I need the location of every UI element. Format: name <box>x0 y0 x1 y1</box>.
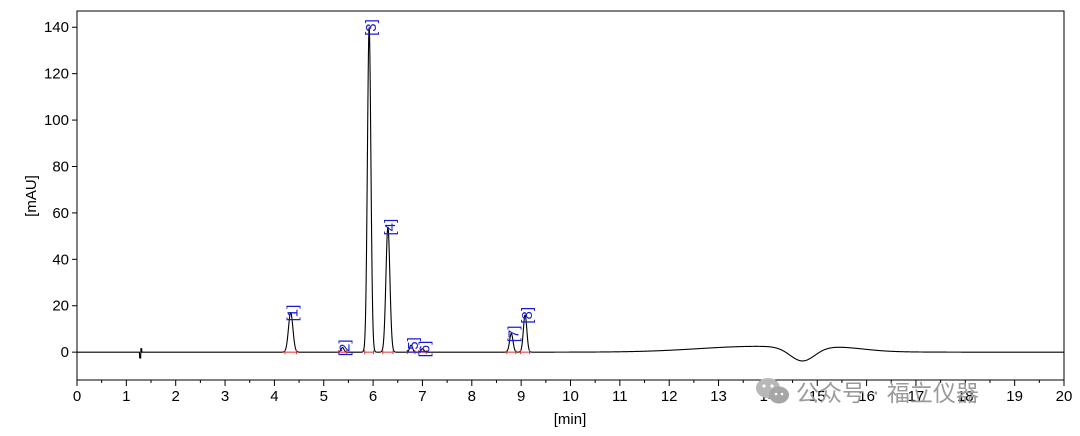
x-tick-label: 8 <box>468 388 476 405</box>
wechat-icon <box>756 378 789 404</box>
x-tick-label: 18 <box>957 388 974 405</box>
peak-label: [7] <box>505 326 522 343</box>
x-tick-label: 0 <box>73 388 81 405</box>
peak-label: [8] <box>519 307 536 324</box>
y-tick-label: 60 <box>52 205 69 222</box>
y-tick-label: 140 <box>44 19 69 36</box>
y-axis-title: [mAU] <box>23 175 40 217</box>
chromatogram-trace <box>77 27 1064 362</box>
x-tick-label: 1 <box>122 388 130 405</box>
y-tick-label: 0 <box>61 344 69 361</box>
y-tick-label: 100 <box>44 112 69 129</box>
x-tick-label: 16 <box>858 388 875 405</box>
x-tick-label: 13 <box>710 388 727 405</box>
peak-label: [1] <box>285 305 302 322</box>
x-tick-label: 6 <box>369 388 377 405</box>
x-tick-label: 12 <box>661 388 678 405</box>
x-tick-label: 10 <box>562 388 579 405</box>
x-tick-label: 11 <box>612 388 628 405</box>
y-axis-ticks: 0 20 40 60 80 100 120 140 <box>44 19 77 361</box>
peak-label: [3] <box>363 19 380 36</box>
peak-label: [6] <box>416 341 433 358</box>
x-tick-label: 4 <box>270 388 278 405</box>
x-tick-label: 15 <box>809 388 826 405</box>
x-tick-label: 19 <box>1006 388 1023 405</box>
watermark: 公众号 · 福立仪器 <box>756 378 979 407</box>
y-tick-label: 80 <box>52 158 69 175</box>
x-tick-label: 5 <box>320 388 328 405</box>
peak-label: [4] <box>382 219 399 236</box>
watermark-text: 公众号 · 福立仪器 <box>796 381 979 407</box>
integration-markers <box>284 350 531 355</box>
x-axis-title: [min] <box>554 411 587 428</box>
peak-label: [5] <box>405 337 422 354</box>
x-tick-label: 20 <box>1056 388 1073 405</box>
x-tick-label: 7 <box>418 388 426 405</box>
peak-labels: [1] [2] [3] [4] [5][6] [7] [8] <box>285 19 536 357</box>
y-tick-label: 20 <box>52 298 69 315</box>
peak-label: [2] <box>337 340 354 357</box>
x-tick-label: 3 <box>221 388 229 405</box>
x-tick-label: 17 <box>908 388 925 405</box>
y-tick-label: 120 <box>44 66 69 83</box>
x-tick-label: 9 <box>517 388 525 405</box>
x-tick-label: 2 <box>172 388 180 405</box>
y-tick-label: 40 <box>52 251 69 268</box>
